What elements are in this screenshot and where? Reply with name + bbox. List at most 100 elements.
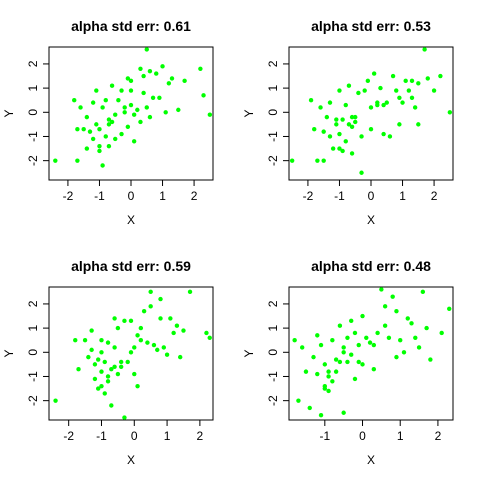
data-point — [102, 359, 107, 365]
data-point — [368, 127, 374, 132]
data-point — [158, 296, 163, 302]
data-point — [53, 398, 58, 403]
data-point — [400, 100, 405, 105]
data-point — [148, 289, 153, 295]
data-point — [345, 359, 350, 365]
data-point — [405, 316, 410, 321]
data-point — [92, 362, 98, 367]
data-point — [128, 88, 134, 93]
data-point — [115, 371, 121, 377]
data-point — [99, 350, 104, 355]
data-point — [94, 88, 99, 93]
data-point — [341, 410, 346, 415]
data-point — [349, 124, 355, 129]
y-tick-label: -2 — [266, 395, 280, 406]
data-point — [321, 158, 326, 163]
data-point — [292, 338, 297, 343]
data-point — [425, 76, 430, 81]
data-point — [365, 78, 371, 84]
y-tick-label: 1 — [26, 324, 40, 331]
data-point — [72, 98, 77, 103]
data-point — [89, 347, 94, 353]
data-point — [164, 352, 170, 357]
data-point — [409, 321, 414, 326]
data-point — [330, 146, 336, 151]
x-tick-label: 1 — [399, 189, 406, 203]
data-point — [53, 158, 58, 163]
x-tick-label: -2 — [63, 429, 74, 443]
y-tick-label: -2 — [266, 155, 280, 166]
y-tick-label: 0 — [266, 109, 280, 116]
data-point — [174, 323, 180, 328]
x-axis-label: X — [367, 453, 375, 467]
data-point — [353, 119, 358, 125]
data-point — [97, 127, 102, 132]
y-axis: -2 -1 0 1 2 — [26, 60, 49, 166]
data-point — [87, 129, 93, 134]
data-point — [289, 158, 295, 163]
data-point — [340, 148, 345, 154]
y-tick-label: -2 — [26, 395, 40, 406]
data-point — [125, 124, 131, 129]
y-tick-label: 1 — [26, 84, 40, 91]
data-point — [89, 328, 94, 333]
x-tick-label: 0 — [128, 189, 135, 203]
data-point — [201, 93, 206, 98]
data-point — [375, 330, 380, 336]
data-point — [296, 398, 301, 403]
data-point — [356, 342, 361, 348]
y-tick-label: -1 — [26, 371, 40, 382]
data-point — [204, 330, 209, 336]
scatter-panel-2: alpha std err: 0.53 -2 -1 0 1 2 -2 -1 0 1 2 X Y — [242, 18, 454, 227]
data-point — [346, 83, 352, 88]
data-point — [90, 136, 96, 142]
data-point — [318, 342, 324, 348]
data-point — [128, 350, 134, 355]
data-point — [147, 114, 153, 120]
data-point — [307, 405, 312, 411]
data-point — [416, 122, 421, 127]
data-point — [135, 107, 140, 113]
data-point — [353, 114, 358, 120]
data-point — [92, 376, 98, 382]
y-axis-label: Y — [2, 349, 16, 357]
data-point — [145, 340, 150, 345]
y-tick-label: -1 — [26, 131, 40, 142]
data-point — [413, 335, 418, 340]
data-point — [341, 345, 346, 350]
data-point — [118, 359, 124, 365]
data-point — [311, 354, 316, 360]
data-point — [122, 110, 127, 115]
data-point — [315, 333, 320, 338]
data-point — [360, 362, 365, 367]
data-point — [112, 364, 117, 369]
data-point — [207, 335, 212, 340]
data-point — [406, 88, 412, 93]
panel-title: alpha std err: 0.53 — [311, 18, 431, 34]
data-point — [169, 76, 175, 81]
data-point — [166, 81, 172, 86]
data-point — [334, 117, 339, 122]
y-tick-label: 1 — [266, 84, 280, 91]
data-point — [125, 76, 131, 81]
data-point — [113, 136, 118, 142]
data-point — [341, 350, 346, 355]
x-tick-label: 0 — [368, 189, 375, 203]
data-point — [103, 98, 108, 103]
data-point — [113, 112, 118, 117]
data-point — [318, 105, 323, 110]
data-point — [381, 102, 386, 108]
data-point — [94, 122, 99, 127]
data-point — [106, 122, 112, 127]
data-point — [158, 316, 163, 321]
data-point — [349, 352, 354, 357]
data-point — [371, 342, 377, 348]
data-point — [322, 362, 328, 367]
x-axis: -1 0 1 2 — [319, 420, 442, 443]
data-point — [131, 112, 137, 117]
x-tick-label: 0 — [131, 429, 138, 443]
data-point — [131, 139, 137, 144]
data-point — [138, 119, 143, 125]
data-point — [75, 127, 80, 132]
